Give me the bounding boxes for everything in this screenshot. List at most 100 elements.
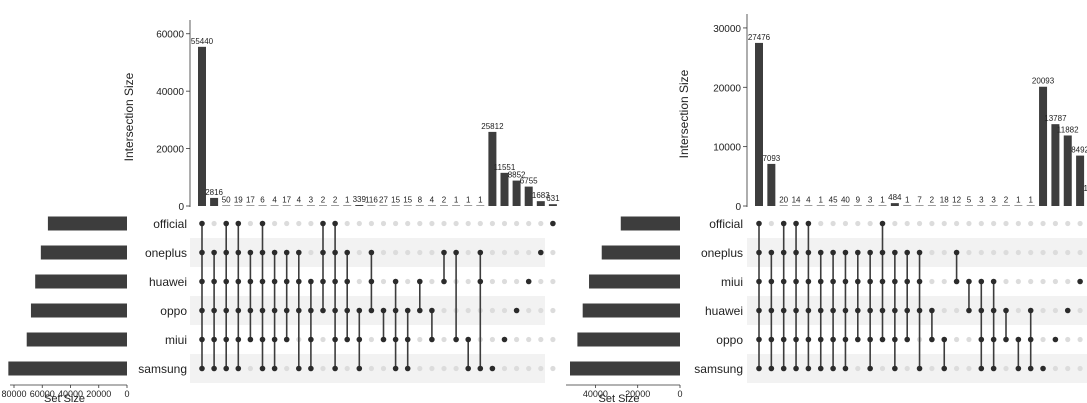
matrix-dot-filled — [941, 336, 948, 343]
intersection-bar — [878, 205, 887, 206]
matrix-dot-filled — [344, 307, 351, 314]
matrix-dot-empty — [368, 365, 374, 372]
matrix-dot-filled — [780, 278, 787, 285]
matrix-dot-empty — [966, 249, 972, 256]
intersection-bar — [841, 205, 850, 206]
intersection-value-label: 1 — [345, 196, 350, 205]
matrix-dot-filled — [344, 249, 351, 256]
intersection-value-label: 1995 — [1084, 184, 1087, 193]
intersection-bar — [804, 205, 813, 206]
matrix-dot-filled — [211, 365, 217, 372]
matrix-dot-filled — [830, 307, 836, 314]
set-size-bar — [582, 303, 680, 318]
intersection-value-label: 4 — [806, 196, 811, 205]
matrix-dot-filled — [756, 220, 762, 227]
matrix-dot-filled — [368, 278, 375, 285]
set-size-bar — [47, 216, 127, 231]
y-tick-label: 30000 — [713, 24, 741, 35]
intersection-value-label: 11551 — [494, 163, 516, 172]
matrix-dot-filled — [259, 278, 266, 285]
matrix-dot-filled — [247, 307, 254, 314]
intersection-bar — [403, 205, 412, 206]
matrix-dot-filled — [465, 336, 472, 343]
matrix-dot-empty — [855, 220, 861, 227]
matrix-dot-filled — [223, 249, 229, 256]
matrix-dot-filled — [392, 365, 399, 372]
intersection-bar — [500, 172, 509, 206]
intersection-value-label: 27476 — [748, 33, 771, 42]
intersection-value-label: 50 — [222, 196, 231, 205]
y-tick-label: 10000 — [713, 143, 741, 154]
intersection-bar — [977, 205, 986, 206]
matrix-dot-filled — [941, 365, 948, 372]
y-tick-label: 0 — [735, 202, 741, 213]
matrix-dot-filled — [1077, 278, 1083, 285]
matrix-dot-empty — [247, 220, 253, 227]
matrix-dot-empty — [514, 249, 520, 256]
matrix-dot-filled — [296, 365, 302, 372]
matrix-dot-filled — [211, 249, 217, 256]
matrix-dot-empty — [1003, 365, 1009, 372]
intersection-value-label: 4 — [272, 196, 277, 205]
matrix-dot-filled — [441, 278, 447, 285]
matrix-dot-filled — [842, 249, 849, 256]
intersection-value-label: 339 — [353, 195, 367, 204]
intersection-value-label: 1 — [905, 196, 910, 205]
matrix-dot-empty — [855, 365, 861, 372]
matrix-dot-empty — [538, 220, 544, 227]
matrix-dot-empty — [842, 220, 849, 227]
matrix-dot-empty — [477, 220, 483, 227]
intersection-value-label: 9 — [856, 196, 861, 205]
matrix-dot-empty — [380, 220, 387, 227]
intersection-bar — [927, 205, 936, 206]
matrix-dot-filled — [223, 307, 229, 314]
matrix-dot-filled — [211, 336, 217, 343]
intersection-value-label: 1 — [880, 196, 885, 205]
intersection-value-label: 7093 — [762, 154, 780, 163]
matrix-dot-filled — [793, 249, 799, 256]
matrix-dot-empty — [405, 249, 411, 256]
matrix-dot-filled — [842, 365, 849, 372]
matrix-dot-filled — [867, 336, 873, 343]
matrix-dot-filled — [235, 249, 242, 256]
intersection-value-label: 11882 — [1057, 125, 1079, 134]
intersection-bar — [367, 205, 376, 206]
set-label: oppo — [160, 304, 187, 318]
matrix-dot-empty — [1065, 365, 1071, 372]
matrix-dot-filled — [805, 336, 812, 343]
matrix-dot-filled — [855, 278, 861, 285]
matrix-dot-filled — [916, 365, 923, 372]
matrix-dot-filled — [223, 336, 229, 343]
matrix-dot-empty — [538, 307, 544, 314]
set-size-bar — [577, 332, 680, 347]
matrix-dot-filled — [332, 307, 338, 314]
intersection-bar — [1076, 155, 1085, 206]
intersection-value-label: 4 — [430, 196, 435, 205]
matrix-dot-empty — [954, 220, 960, 227]
matrix-dot-filled — [768, 249, 775, 256]
matrix-dot-filled — [805, 249, 812, 256]
intersection-value-label: 45 — [829, 196, 838, 205]
matrix-dot-filled — [235, 365, 242, 372]
matrix-dot-filled — [259, 220, 266, 227]
intersection-bar — [792, 205, 801, 206]
matrix-dot-filled — [525, 278, 532, 285]
matrix-dot-filled — [199, 249, 205, 256]
matrix-dot-filled — [513, 307, 520, 314]
intersection-bar — [1026, 205, 1035, 206]
matrix-dot-empty — [550, 307, 556, 314]
matrix-dot-empty — [393, 220, 399, 227]
matrix-dot-filled — [1015, 336, 1022, 343]
matrix-dot-empty — [465, 220, 471, 227]
matrix-dot-filled — [296, 307, 302, 314]
intersection-value-label: 15 — [391, 196, 400, 205]
intersection-bar — [853, 205, 862, 206]
intersection-value-label: 484 — [888, 193, 902, 202]
set-size-tick-label: 40000 — [583, 389, 608, 399]
matrix-dot-filled — [879, 249, 886, 256]
matrix-dot-empty — [1065, 220, 1071, 227]
matrix-dot-filled — [904, 278, 910, 285]
matrix-dot-empty — [538, 278, 544, 285]
matrix-dot-empty — [465, 307, 471, 314]
